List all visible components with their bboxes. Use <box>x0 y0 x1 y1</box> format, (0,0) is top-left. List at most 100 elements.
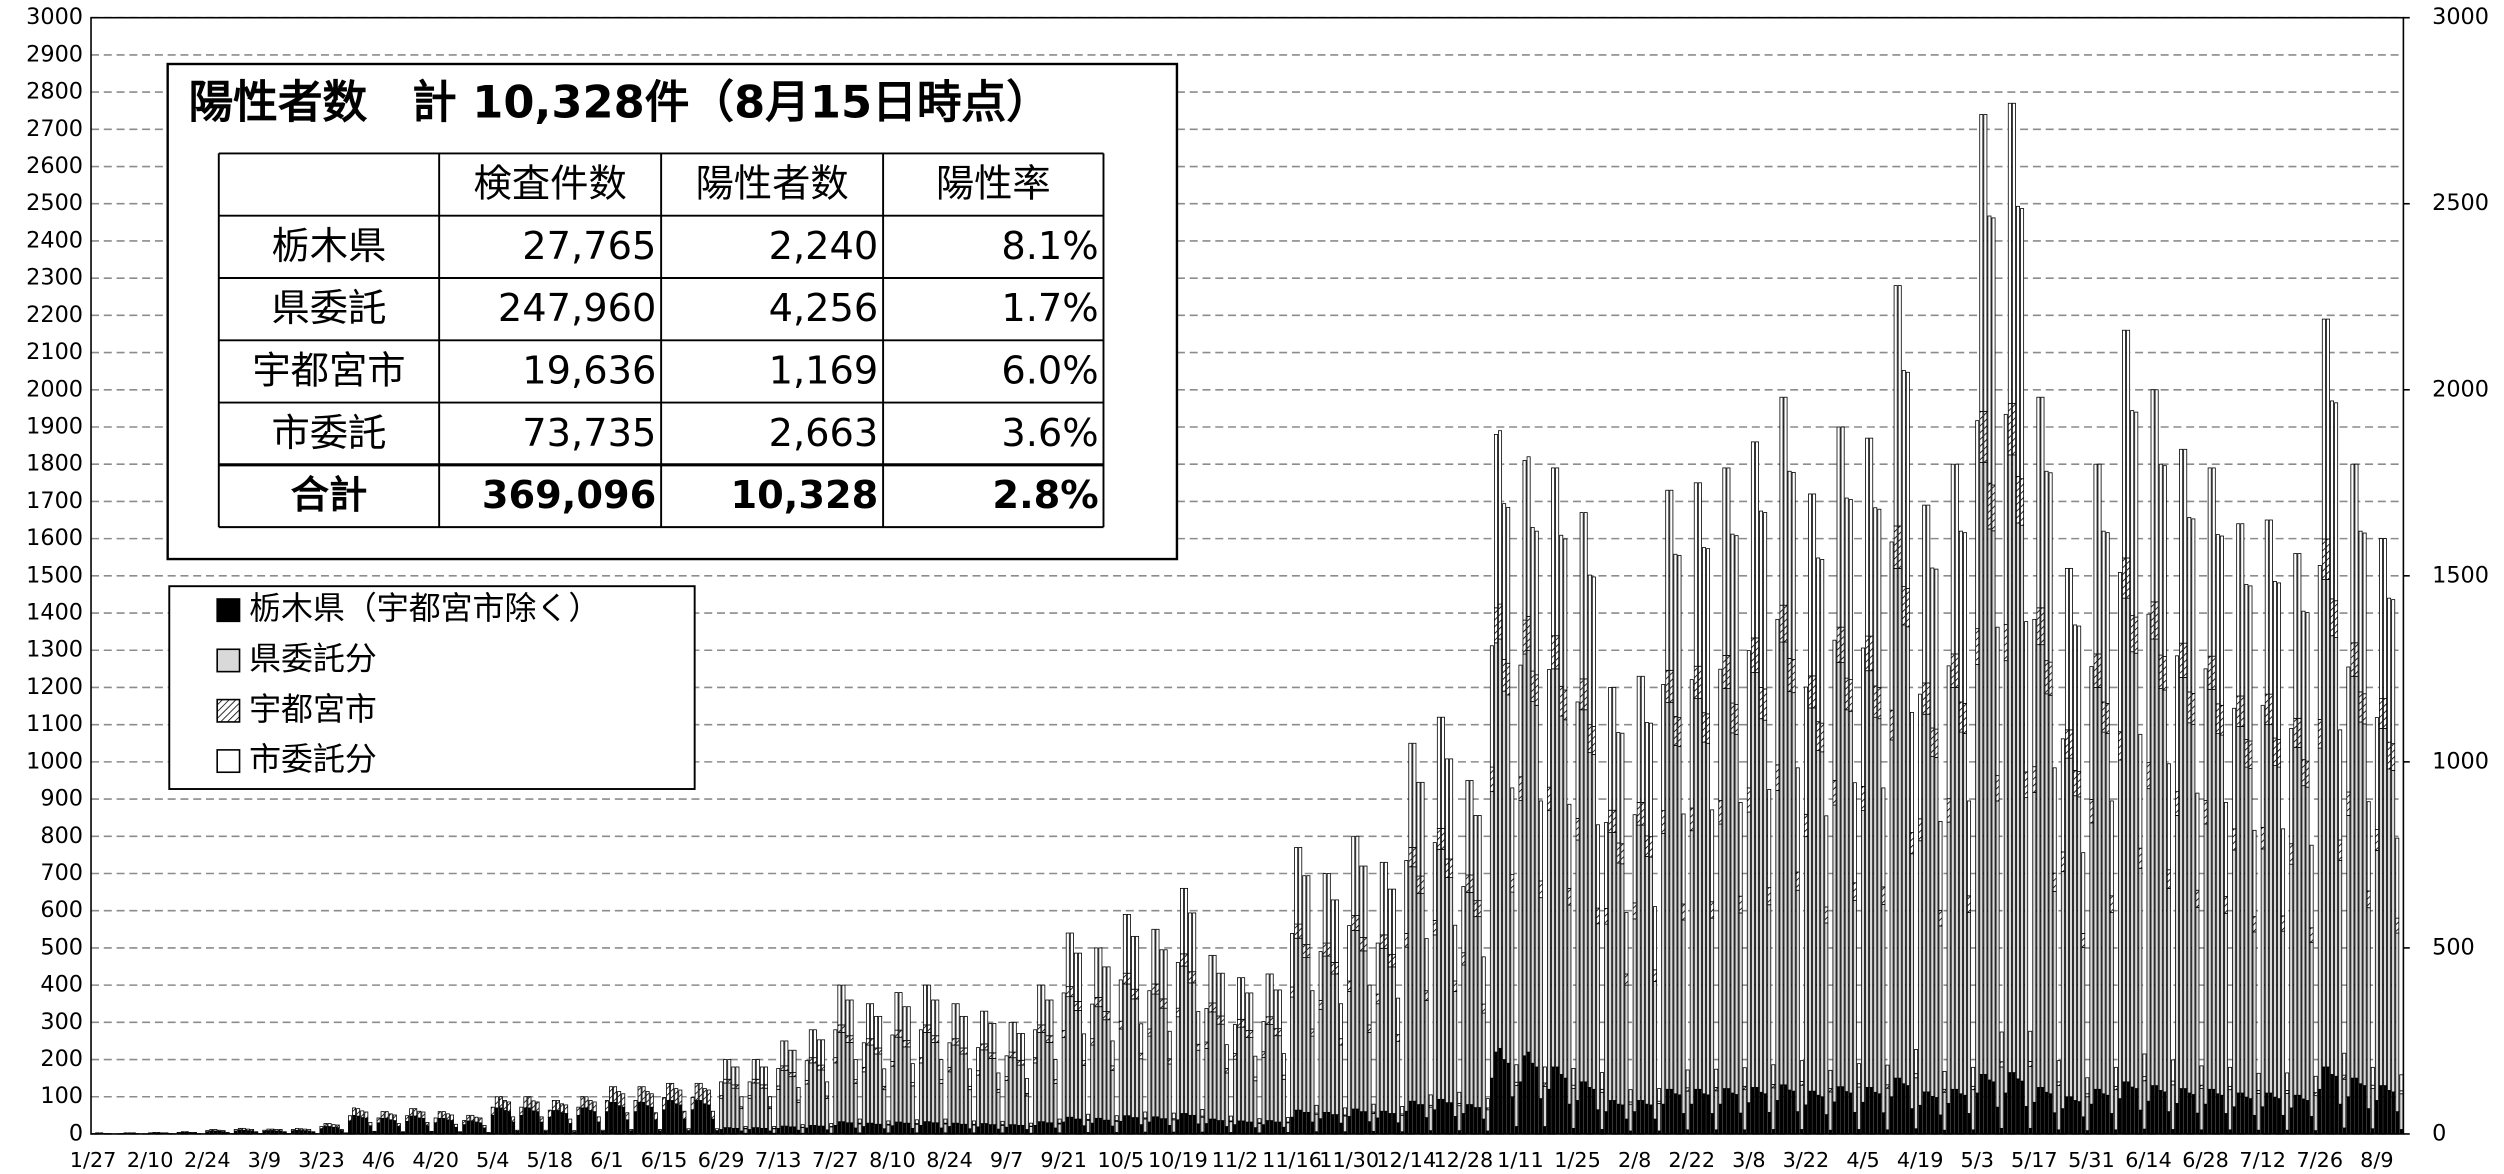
bar-segment <box>2117 759 2122 1100</box>
table-cell: 1,169 <box>769 349 879 394</box>
bar-segment <box>1526 649 1531 1053</box>
bar-segment <box>1122 972 1127 985</box>
bar-segment <box>1033 1062 1038 1126</box>
bar-segment <box>927 984 932 1026</box>
bar-segment <box>1445 1102 1450 1135</box>
bar-segment <box>1265 973 1270 1018</box>
bar-segment <box>1200 1116 1205 1133</box>
bar-segment <box>886 1120 891 1125</box>
bar-segment <box>507 1111 512 1135</box>
bar-segment <box>1029 1122 1034 1127</box>
bar-segment <box>1273 1121 1278 1135</box>
bar-segment <box>1571 1088 1576 1129</box>
bar-segment <box>437 1111 442 1119</box>
bar-segment <box>1563 1077 1568 1135</box>
bar-segment <box>967 1085 972 1091</box>
bar-segment <box>1624 973 1629 986</box>
bar-segment <box>1689 807 1694 832</box>
bar-segment <box>527 1096 532 1109</box>
bar-segment <box>1710 1113 1715 1135</box>
bar-segment <box>2362 723 2367 1086</box>
bar-segment <box>784 1069 789 1127</box>
bar-segment <box>2146 613 2151 764</box>
bar-segment <box>1718 800 1723 825</box>
bar-segment <box>1237 1120 1242 1135</box>
bar-segment <box>2224 1113 2228 1135</box>
bar-segment <box>1999 1127 2004 1135</box>
bar-segment <box>1795 871 1800 891</box>
bar-segment <box>1392 966 1396 1114</box>
table-cell: 73,735 <box>522 411 656 456</box>
bar-segment <box>1249 992 1254 1031</box>
bar-segment <box>951 1122 956 1135</box>
bar-segment <box>1253 1055 1258 1078</box>
bar-segment <box>1881 903 1886 1114</box>
table-cell: 10,328 <box>730 473 878 518</box>
bar-segment <box>539 1116 544 1123</box>
bar-segment <box>2044 660 2049 695</box>
bar-segment <box>1494 434 1498 609</box>
bar-segment <box>1926 713 1931 1093</box>
bar-segment <box>2370 1066 2375 1086</box>
bar-segment <box>633 1100 638 1113</box>
x-tick-label: 5/31 <box>2068 1148 2115 1172</box>
bar-segment <box>2236 523 2241 697</box>
bar-segment <box>865 1038 870 1046</box>
bar-segment <box>1453 1116 1458 1135</box>
bar-segment <box>1033 1057 1038 1064</box>
bar-segment <box>2109 800 2114 897</box>
table-cell: 栃木県 <box>272 224 387 269</box>
table-header: 陽性者数 <box>695 162 848 207</box>
bar-segment <box>955 1122 960 1135</box>
bar-segment <box>2240 695 2245 727</box>
bar-segment <box>2036 396 2041 609</box>
bar-segment <box>2011 454 2016 1073</box>
y2-tick-label: 2500 <box>2432 190 2489 216</box>
bar-segment <box>1404 946 1409 1112</box>
bar-segment <box>2268 519 2273 695</box>
bar-segment <box>270 1128 275 1132</box>
bar-segment <box>1583 1081 1588 1135</box>
bar-segment <box>1069 1116 1074 1135</box>
bar-segment <box>1832 1101 1837 1135</box>
bar-segment <box>1979 1074 1984 1135</box>
bar-segment <box>1257 1123 1262 1134</box>
bar-segment <box>1122 1115 1127 1135</box>
bar-segment <box>939 1059 944 1081</box>
bar-segment <box>1139 1052 1144 1060</box>
bar-segment <box>1844 497 1849 679</box>
bar-segment <box>980 1049 985 1124</box>
bar-segment <box>1204 1047 1209 1124</box>
bar-segment <box>1999 1066 2004 1129</box>
bar-segment <box>792 1049 797 1073</box>
bar-segment <box>1836 426 1841 628</box>
bar-segment <box>1877 508 1882 688</box>
bar-segment <box>1387 954 1392 968</box>
bar-segment <box>1041 1121 1046 1135</box>
bar-segment <box>1396 1122 1401 1135</box>
bar-segment <box>1436 848 1441 1100</box>
bar-segment <box>1489 1077 1494 1135</box>
bar-segment <box>592 1111 597 1135</box>
bar-segment <box>1958 1093 1963 1135</box>
bar-segment <box>2334 402 2339 602</box>
bar-segment <box>2215 534 2220 705</box>
bar-segment <box>747 1081 752 1097</box>
bar-segment <box>1265 1016 1270 1025</box>
bar-segment <box>1551 1066 1556 1135</box>
bar-segment <box>1073 1010 1078 1120</box>
bar-segment <box>1542 1066 1547 1084</box>
bar-segment <box>1494 642 1498 1053</box>
legend-swatch <box>216 648 241 673</box>
bar-segment <box>645 1105 650 1135</box>
bar-segment <box>1803 836 1808 1106</box>
bar-segment <box>1273 1028 1278 1037</box>
bar-segment <box>2248 1098 2253 1135</box>
bar-segment <box>1567 904 1572 1105</box>
bar-segment <box>2334 600 2339 638</box>
bar-segment <box>2289 843 2294 865</box>
y-tick-label: 1700 <box>26 488 83 514</box>
bar-segment <box>2252 916 2257 933</box>
x-tick-label: 2/8 <box>1618 1148 1651 1172</box>
table-cell: 3.6% <box>1001 411 1098 456</box>
